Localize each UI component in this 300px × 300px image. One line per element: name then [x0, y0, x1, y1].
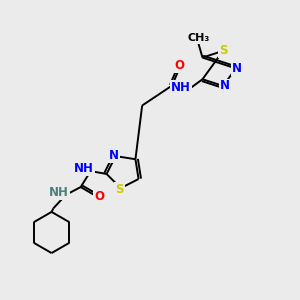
Text: CH₃: CH₃ — [187, 33, 209, 43]
Text: N: N — [109, 149, 119, 162]
Text: NH: NH — [171, 81, 191, 94]
Text: NH: NH — [49, 186, 69, 199]
Text: O: O — [94, 190, 104, 203]
Text: S: S — [115, 183, 124, 196]
Text: N: N — [232, 62, 242, 75]
Text: NH: NH — [74, 163, 94, 176]
Text: N: N — [220, 80, 230, 92]
Text: S: S — [219, 44, 227, 57]
Text: O: O — [174, 59, 184, 72]
